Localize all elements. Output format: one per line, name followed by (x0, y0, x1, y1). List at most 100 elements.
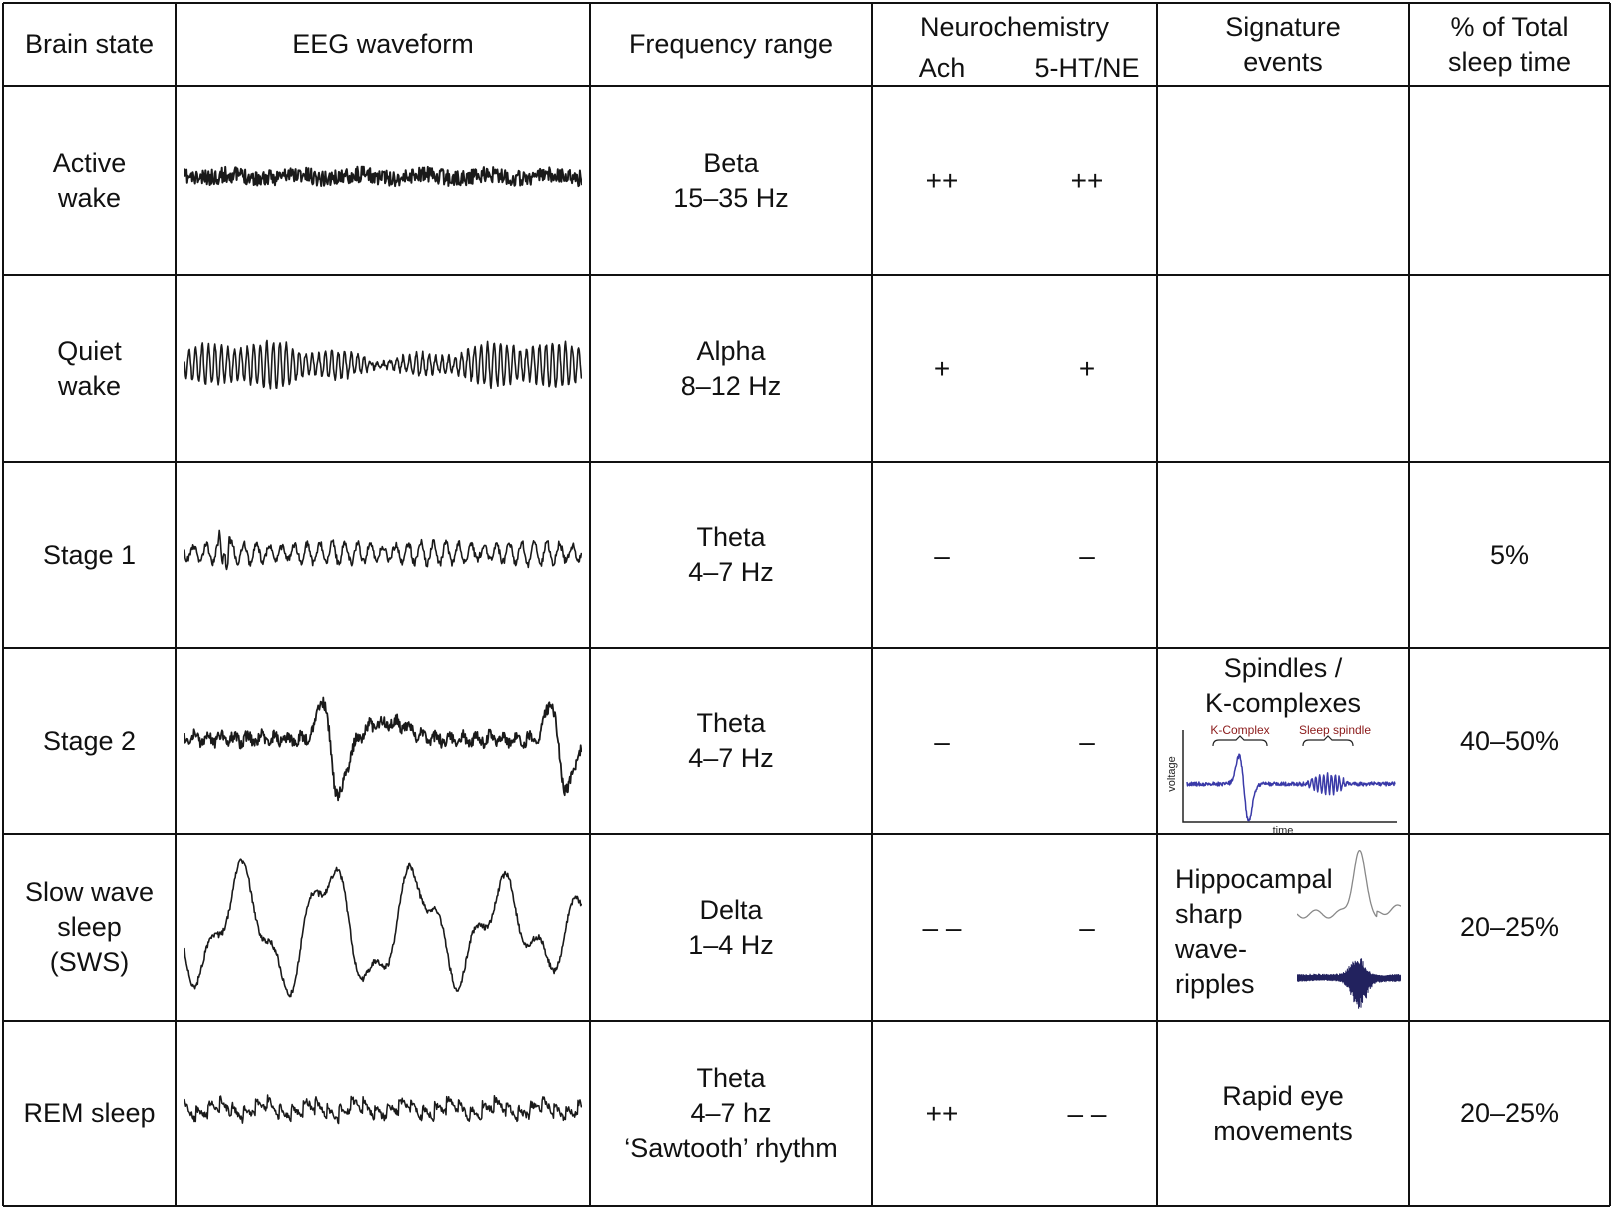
row-sws-signature: Hippocampal sharp wave-ripples (1175, 862, 1333, 1002)
row-sws-frequency-line: 1–4 Hz (688, 929, 774, 960)
row-rem-frequency-line: Theta (696, 1063, 766, 1093)
header-brain-state: Brain state (3, 3, 176, 86)
header-neurochemistry-line: Neurochemistry (919, 11, 1110, 42)
kcomplex-brace (1212, 735, 1268, 747)
row-sws-percent: 20–25% (1409, 834, 1610, 1021)
row-rem-signature-line: movements (1213, 1115, 1353, 1146)
row-quiet-wake-ach: + (892, 275, 992, 462)
row-stage-2-signature-line: Spindles / (1223, 653, 1343, 683)
header-signature-events-line: Signature (1225, 11, 1341, 42)
header-brain-state-line: Brain state (24, 29, 155, 59)
row-sws-5ht-ne-line: – (1079, 912, 1095, 943)
eeg-trace-rem-line (184, 1094, 582, 1125)
header-signature-events: Signature events (1157, 3, 1409, 86)
row-quiet-wake-5ht-ne: + (1022, 275, 1152, 462)
row-rem-state-line: REM sleep (23, 1098, 156, 1128)
ripple-trace (1297, 958, 1401, 1009)
eeg-trace-stage-2 (184, 696, 582, 802)
row-quiet-wake-state-line: Quiet (57, 335, 122, 366)
row-stage-1-state-line: Stage 1 (42, 539, 137, 570)
spindle-label: Sleep spindle (1299, 724, 1371, 737)
row-active-wake-5ht-ne: ++ (1022, 86, 1152, 275)
sharp-wave-ripple-plot (1297, 849, 1401, 1009)
row-stage-2-state-line: Stage 2 (42, 725, 137, 756)
row-quiet-wake-5ht-ne-line: + (1078, 353, 1096, 384)
kcomplex-label: K-Complex (1210, 724, 1269, 737)
row-rem-state: REM sleep (3, 1021, 176, 1206)
header-5ht-ne: 5-HT/NE (1022, 51, 1152, 85)
eeg-trace-active-wake (184, 165, 582, 188)
row-sws-signature-line: ripples (1175, 969, 1255, 999)
row-sws-frequency: Delta 1–4 Hz (590, 834, 872, 1021)
row-stage-2-percent: 40–50% (1409, 648, 1610, 834)
eeg-trace-rem (184, 1094, 582, 1125)
row-sws-state-line: (SWS) (49, 947, 130, 977)
row-active-wake-state-line: wake (57, 182, 122, 213)
row-stage-2-frequency-line: Theta (696, 708, 766, 738)
header-5ht-ne-line: 5-HT/NE (1034, 52, 1140, 83)
row-rem-percent-line: 20–25% (1459, 1098, 1560, 1128)
row-stage-2-percent-line: 40–50% (1459, 725, 1560, 756)
row-stage-2-ach-line: – (934, 725, 950, 757)
row-active-wake-state: Active wake (3, 86, 176, 275)
row-stage-2-state: Stage 2 (3, 648, 176, 834)
row-stage-2-signature-line: K-complexes (1204, 688, 1362, 718)
row-rem-frequency: Theta 4–7 hz ‘Sawtooth’ rhythm (590, 1021, 872, 1206)
spindle-brace (1302, 735, 1354, 747)
row-stage-2-frequency-line: 4–7 Hz (688, 743, 774, 773)
row-sws-state: Slow wave sleep (SWS) (3, 834, 176, 1021)
row-stage-1-frequency-line: 4–7 Hz (688, 557, 774, 587)
row-stage-1-ach-line: – (934, 539, 950, 571)
row-quiet-wake-state: Quiet wake (3, 275, 176, 462)
row-rem-frequency-line: ‘Sawtooth’ rhythm (624, 1133, 838, 1163)
header-percent-sleep-time-line: % of Total (1450, 11, 1569, 42)
row-active-wake-5ht-ne-line: ++ (1070, 165, 1104, 196)
eeg-trace-active-wake-line (184, 165, 582, 188)
row-rem-ach: ++ (892, 1021, 992, 1206)
row-sws-5ht-ne: – (1022, 834, 1152, 1021)
row-rem-signature-line: Rapid eye (1222, 1080, 1344, 1111)
row-quiet-wake-state-line: wake (57, 370, 122, 401)
header-eeg-waveform: EEG waveform (176, 3, 590, 86)
header-neurochemistry: Neurochemistry (872, 9, 1157, 45)
header-percent-sleep-time: % of Total sleep time (1409, 3, 1610, 86)
row-active-wake-state-line: Active (52, 147, 127, 178)
row-stage-1-state: Stage 1 (3, 462, 176, 648)
row-quiet-wake-ach-line: + (933, 353, 951, 384)
row-stage-1-frequency: Theta 4–7 Hz (590, 462, 872, 648)
row-quiet-wake-frequency-line: 8–12 Hz (680, 370, 782, 401)
row-stage-2-ach: – (892, 648, 992, 834)
row-active-wake-ach: ++ (892, 86, 992, 275)
row-stage-1-ach: – (892, 462, 992, 648)
row-stage-2-5ht-ne-line: – (1079, 725, 1095, 757)
row-sws-state-line: Slow wave (24, 877, 155, 907)
kcomplex-spindle-plot: K-Complex Sleep spindle voltage time (1166, 724, 1397, 836)
sharp-wave-trace (1297, 849, 1401, 919)
eeg-trace-sws-line (184, 858, 582, 998)
row-active-wake-ach-line: ++ (925, 165, 959, 196)
row-stage-1-percent: 5% (1409, 462, 1610, 648)
row-stage-1-percent-line: 5% (1489, 539, 1530, 570)
eeg-trace-stage-1-line (184, 529, 582, 571)
row-rem-5ht-ne: – – (1022, 1021, 1152, 1206)
kcomplex-plot-xlabel: time (1273, 825, 1294, 836)
row-quiet-wake-frequency: Alpha 8–12 Hz (590, 275, 872, 462)
kcomplex-plot-trace (1186, 753, 1396, 822)
row-rem-signature: Rapid eye movements (1157, 1021, 1409, 1206)
header-signature-events-line: events (1243, 46, 1323, 77)
row-sws-state-line: sleep (57, 912, 122, 942)
row-active-wake-frequency-line: Beta (703, 147, 759, 178)
header-frequency-range: Frequency range (590, 3, 872, 86)
row-stage-1-frequency-line: Theta (696, 522, 766, 552)
row-active-wake-frequency: Beta 15–35 Hz (590, 86, 872, 275)
kcomplex-plot-ylabel: voltage (1166, 756, 1178, 791)
row-rem-percent: 20–25% (1409, 1021, 1610, 1206)
row-sws-ach-line: – – (922, 912, 962, 943)
row-stage-2-frequency: Theta 4–7 Hz (590, 648, 872, 834)
row-active-wake-frequency-line: 15–35 Hz (673, 182, 789, 213)
row-stage-1-5ht-ne-line: – (1079, 539, 1095, 571)
row-sws-frequency-line: Delta (699, 894, 763, 925)
kcomplex-plot-axes (1182, 730, 1397, 823)
